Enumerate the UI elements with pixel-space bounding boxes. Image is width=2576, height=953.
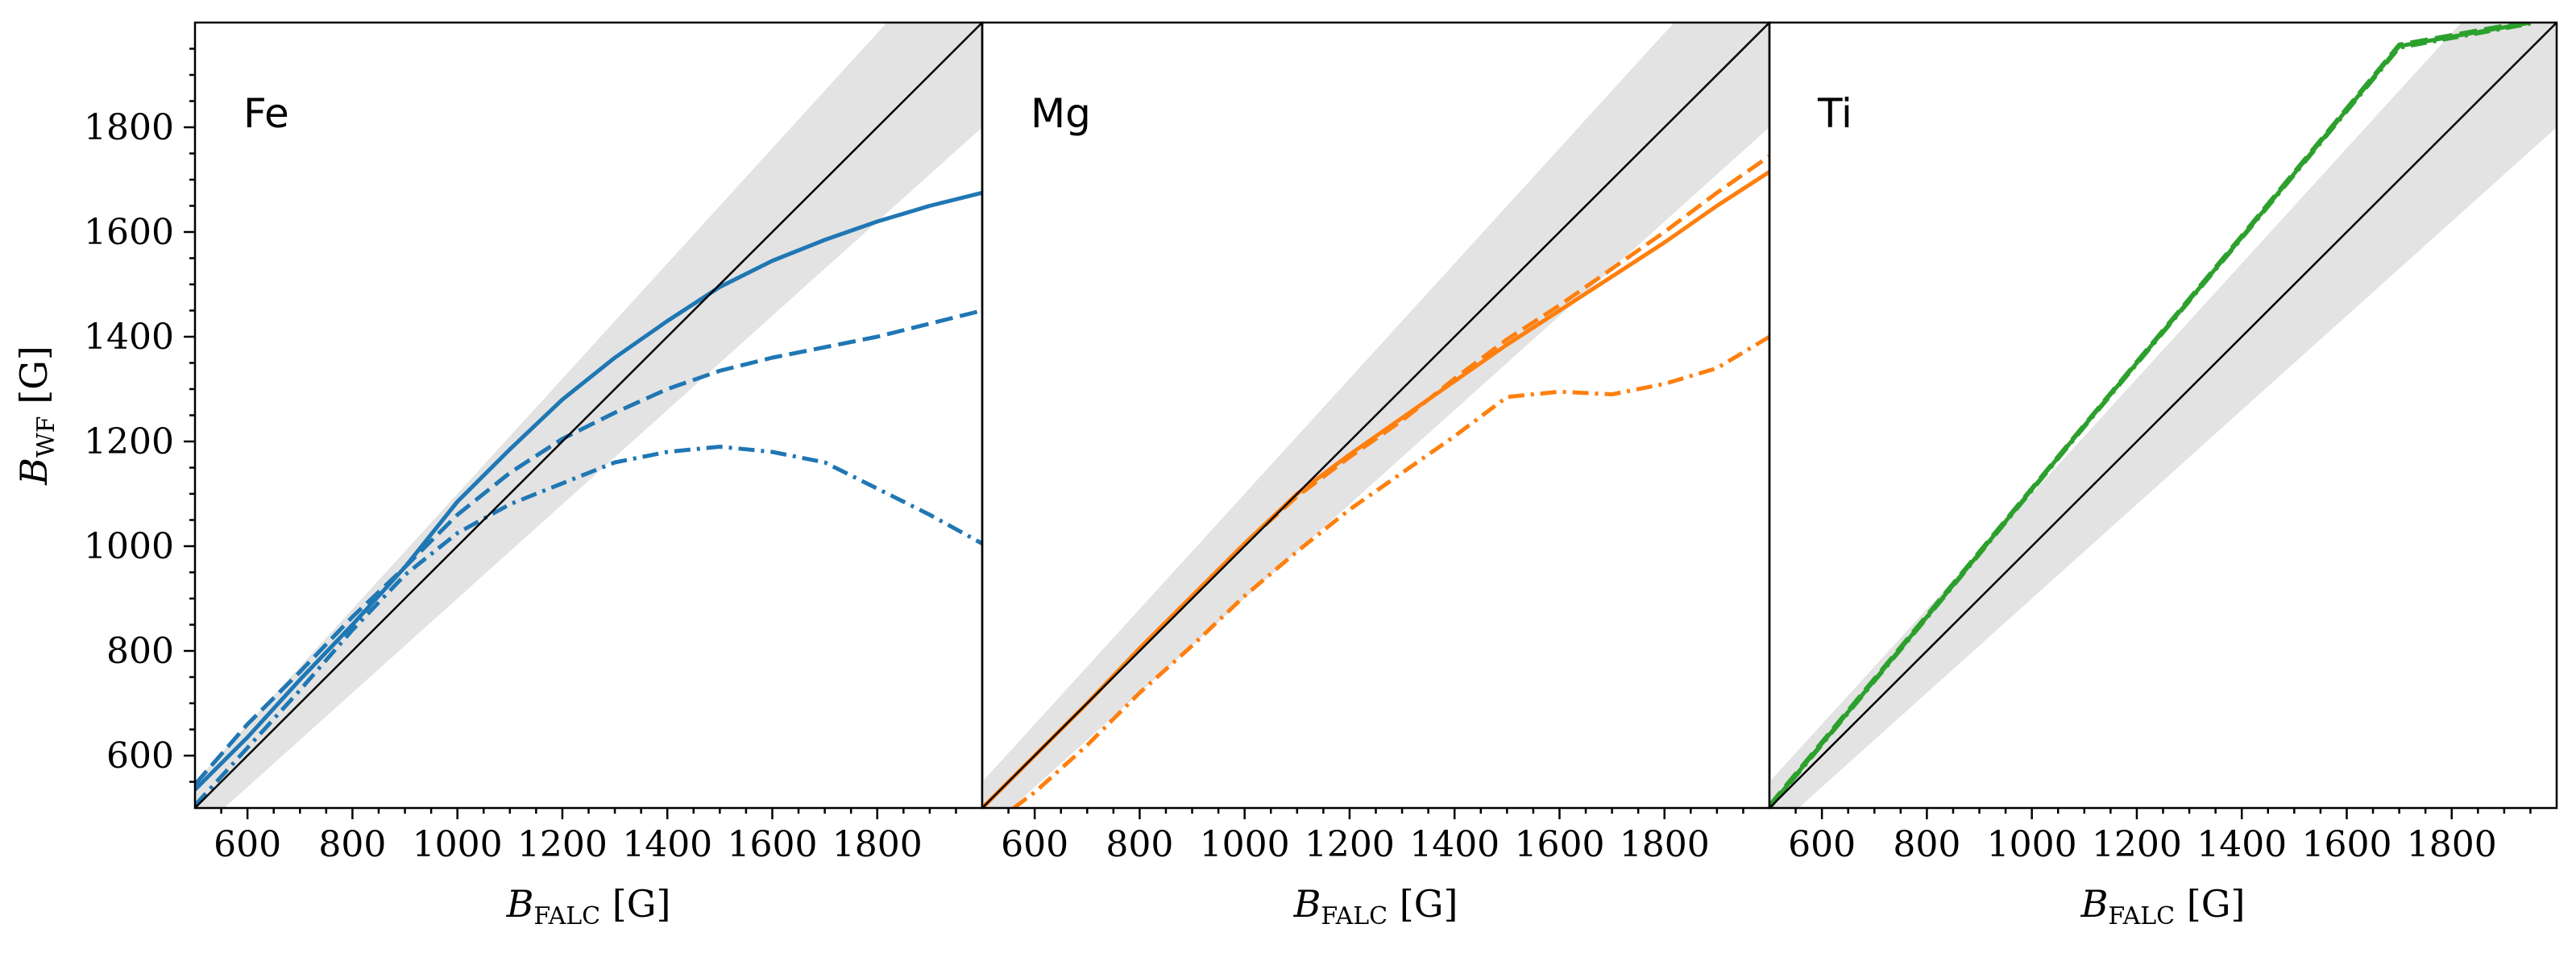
panel-ti: 600 800 1000 1200 1400 1600 1800 BFALC [G] Ti xyxy=(1768,21,2558,930)
identity-line xyxy=(195,23,982,808)
x-tick-label: 1200 xyxy=(2092,824,2182,865)
x-tick-label: 1400 xyxy=(622,824,712,865)
x-axis-label: BFALC [G] xyxy=(506,882,671,930)
x-tick-label: 600 xyxy=(1788,824,1856,865)
x-tick-label: 1200 xyxy=(1305,824,1395,865)
y-tick-label: 600 xyxy=(106,735,174,777)
x-tick-label: 800 xyxy=(318,824,386,865)
identity-line xyxy=(1769,23,2557,808)
y-tick-label: 800 xyxy=(106,631,174,672)
series-dashdot-line xyxy=(1769,23,2531,808)
panel-label: Mg xyxy=(1031,90,1091,137)
x-tick-label: 1400 xyxy=(1409,824,1500,865)
plot-area xyxy=(982,23,1769,808)
x-tick-label: 1600 xyxy=(727,824,817,865)
tolerance-band xyxy=(982,23,1769,808)
x-tick-label: 1800 xyxy=(832,824,923,865)
x-tick-label: 600 xyxy=(1001,824,1068,865)
plot-area xyxy=(1769,23,2557,808)
x-axis-label: BFALC [G] xyxy=(1293,882,1458,930)
tolerance-band xyxy=(1769,23,2557,808)
panel-mg: 600 800 1000 1200 1400 1600 1800 BFALC [G] Mg xyxy=(981,21,1771,930)
x-tick-label: 1200 xyxy=(517,824,608,865)
y-tick-label: 1600 xyxy=(84,212,174,253)
panel-label: Ti xyxy=(1817,90,1852,137)
y-axis-label: BWF [G] xyxy=(12,346,60,486)
identity-line xyxy=(982,23,1769,808)
x-tick-label: 800 xyxy=(1893,824,1960,865)
plot-area xyxy=(195,23,982,808)
x-tick-label: 1600 xyxy=(2301,824,2391,865)
x-tick-label: 1800 xyxy=(2407,824,2497,865)
series-solid-line xyxy=(195,190,982,792)
x-tick-label: 1000 xyxy=(1200,824,1290,865)
panel-fe: 600 800 1000 1200 1400 1600 1800 600 800 1000 1200… xyxy=(12,21,984,930)
series-dashdot-line xyxy=(195,445,982,807)
series-dashed-line xyxy=(195,309,982,786)
x-tick-label: 1000 xyxy=(413,824,503,865)
x-tick-label: 1800 xyxy=(1620,824,1710,865)
y-tick-label: 1800 xyxy=(84,107,174,148)
x-tick-label: 1600 xyxy=(1514,824,1604,865)
x-tick-label: 600 xyxy=(214,824,281,865)
y-tick-label: 1000 xyxy=(84,526,174,567)
y-tick-label: 1400 xyxy=(84,317,174,358)
x-axis-label: BFALC [G] xyxy=(2080,882,2246,930)
series-dashdot-line xyxy=(1012,334,1769,808)
tolerance-band xyxy=(195,23,982,808)
x-tick-label: 1000 xyxy=(1987,824,2077,865)
y-tick-label: 1200 xyxy=(84,421,174,462)
panel-label: Fe xyxy=(243,90,289,137)
x-tick-label: 1400 xyxy=(2196,824,2287,865)
x-tick-label: 800 xyxy=(1105,824,1173,865)
